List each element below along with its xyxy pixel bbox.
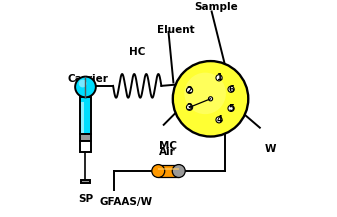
Text: Air: Air: [159, 147, 176, 157]
Bar: [158, 168, 179, 170]
Text: Carrier: Carrier: [68, 74, 109, 84]
Text: 6: 6: [228, 85, 234, 94]
Bar: [80, 141, 91, 152]
Text: 1: 1: [216, 73, 222, 82]
Circle shape: [173, 61, 248, 136]
Text: SP: SP: [78, 194, 93, 204]
Circle shape: [172, 164, 185, 178]
Bar: [158, 164, 179, 178]
Circle shape: [228, 86, 234, 92]
Bar: [80, 134, 91, 141]
Bar: [80, 97, 91, 134]
Bar: [82, 102, 84, 133]
Text: 5: 5: [228, 104, 234, 113]
Text: Eluent: Eluent: [157, 25, 195, 35]
Circle shape: [209, 97, 213, 101]
Text: HC: HC: [129, 48, 146, 58]
Circle shape: [228, 105, 234, 112]
Text: GFAAS/W: GFAAS/W: [100, 197, 153, 207]
Text: W: W: [265, 145, 277, 155]
Circle shape: [79, 80, 87, 87]
Circle shape: [75, 77, 96, 97]
Text: MC: MC: [159, 141, 178, 151]
Text: 2: 2: [187, 86, 192, 95]
Text: 4: 4: [216, 115, 222, 124]
Circle shape: [186, 104, 193, 110]
Text: 3: 3: [187, 103, 192, 112]
Text: Sample: Sample: [194, 2, 238, 12]
Circle shape: [216, 75, 222, 81]
Bar: [82, 180, 90, 183]
Circle shape: [152, 164, 165, 178]
Circle shape: [186, 87, 193, 93]
Circle shape: [184, 73, 226, 114]
Circle shape: [216, 117, 222, 123]
